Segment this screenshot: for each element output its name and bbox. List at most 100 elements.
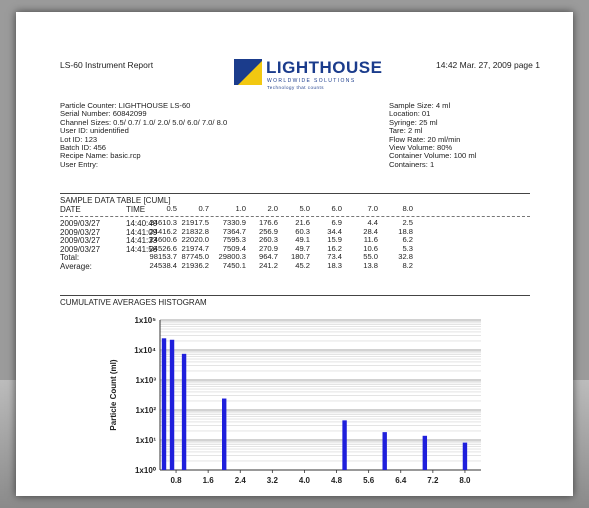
table-cell: 7330.9 [222,218,246,227]
histogram-bar [342,420,347,470]
table-cell: 34.4 [327,226,342,236]
channel-header: 6.0 [331,204,342,213]
info-line: Channel Sizes: 0.5/ 0.7/ 1.0/ 2.0/ 5.0/ … [60,117,228,127]
table-cell: 11.6 [363,235,378,245]
total-cell: 98153.7 [149,252,177,262]
info-line: Syringe: 25 ml [389,117,438,127]
info-line: Particle Counter: LIGHTHOUSE LS-60 [60,101,191,110]
x-tick-label: 4.0 [299,476,311,485]
x-tick-label: 7.2 [427,476,439,485]
table-cell: 10.6 [363,243,378,253]
date-header: DATE [60,205,81,214]
histogram-bar [161,338,167,470]
lighthouse-logo-icon [234,59,262,85]
info-line: Location: 01 [389,109,431,119]
logo-slogan: Technology that counts [267,85,325,90]
info-line: Container Volume: 100 ml [389,151,477,161]
y-tick-label: 1x10⁴ [134,346,156,355]
report-timestamp: 14:42 Mar. 27, 2009 page 1 [436,60,540,70]
y-tick-label: 1x10² [136,406,157,415]
info-line: Recipe Name: basic.rcp [60,151,141,161]
header-divider [60,216,530,217]
info-line: Containers: 1 [389,159,435,169]
x-tick-label: 0.8 [170,476,182,485]
sample-info: Sample Size: 4 ml Location: 01 Syringe: … [389,101,477,169]
info-line: Serial Number: 60842099 [60,109,147,119]
info-line: User ID: unidentified [60,126,129,136]
table-cell: 22020.0 [181,235,209,245]
logo-name: LIGHTHOUSE [266,58,383,77]
table-cell: 24416.2 [149,226,177,236]
y-tick-label: 1x10⁵ [134,316,156,325]
average-cell: 241.2 [258,261,278,270]
row-time: 14:41:09 [126,227,158,237]
table-cell: 260.3 [258,235,278,245]
table-cell: 49.7 [295,243,310,253]
histogram-bar [462,442,468,470]
total-cell: 29800.3 [218,252,246,262]
total-cell: 964.7 [258,252,278,262]
y-tick-label: 1x10⁰ [135,466,157,475]
info-line: View Volume: 80% [389,143,453,153]
table-cell: 18.8 [398,226,413,236]
info-line: User Entry: [60,159,98,169]
total-cell: 180.7 [290,252,310,262]
table-title: SAMPLE DATA TABLE [CUML] [60,196,171,205]
report-page: LS-60 Instrument Report LIGHTHOUSE WORLD… [16,12,573,496]
histogram-bar [422,435,428,470]
row-time: 14:41:56 [126,244,158,254]
average-cell: 8.2 [402,261,413,270]
cumulative-histogram-chart: 1x10⁵ 1x10⁴ 1x10³ 1x10² 1x10¹ 1x10⁰ 0.8 1.6 2.4 3… [109,316,481,485]
info-line: Tare: 2 ml [389,126,423,136]
average-label: Average: [60,262,92,271]
table-cell: 7364.7 [222,226,246,236]
table-cell: 60.3 [295,226,310,236]
histogram-bar [382,432,387,470]
channel-header: 0.7 [198,204,209,213]
channel-header: 2.0 [267,204,278,213]
table-cell: 7595.3 [222,235,246,245]
average-cell: 45.2 [295,261,310,270]
table-cell: 6.9 [331,218,342,227]
row-date: 2009/03/27 [60,219,101,228]
table-cell: 15.9 [327,235,342,245]
table-cell: 21917.5 [181,218,209,227]
table-cell: 16.2 [327,243,342,253]
channel-header: 5.0 [299,204,310,213]
info-line: Flow Rate: 20 ml/min [389,134,461,144]
channel-header: 7.0 [367,204,378,213]
average-cell: 24538.4 [149,261,177,270]
total-cell: 73.4 [327,252,342,262]
average-cell: 21936.2 [181,261,209,270]
table-cell: 21.6 [295,218,310,227]
y-tick-label: 1x10³ [136,376,157,385]
histogram-bar [169,339,175,470]
x-tick-label: 3.2 [267,476,279,485]
info-line: Lot ID: 123 [60,134,98,144]
logo-tagline: WORLDWIDE SOLUTIONS [267,78,356,84]
row-date: 2009/03/27 [60,236,101,246]
table-cell: 28.4 [363,226,378,236]
time-header: TIME [126,205,146,214]
x-tick-label: 8.0 [459,476,471,485]
table-cell: 2.5 [402,218,413,227]
table-cell: 24610.3 [149,218,177,227]
table-cell: 7509.4 [222,243,246,253]
total-label: Total: [60,253,80,263]
divider [60,193,530,194]
table-cell: 24600.6 [149,235,177,245]
average-cell: 7450.1 [222,261,246,270]
table-cell: 6.2 [402,235,413,245]
report-title: LS-60 Instrument Report [60,60,154,70]
table-cell: 5.3 [402,243,413,253]
info-line: Sample Size: 4 ml [389,101,451,110]
average-cell: 18.3 [327,261,342,270]
histogram-bar [222,398,227,470]
info-line: Batch ID: 456 [60,143,107,153]
histogram-title: CUMULATIVE AVERAGES HISTOGRAM [60,298,207,307]
table-cell: 270.9 [258,243,278,253]
row-time: 14:40:40 [126,219,158,228]
average-cell: 13.8 [363,261,378,270]
histogram-bar [181,353,187,470]
lighthouse-logo: LIGHTHOUSE WORLDWIDE SOLUTIONS Technolog… [234,55,382,95]
